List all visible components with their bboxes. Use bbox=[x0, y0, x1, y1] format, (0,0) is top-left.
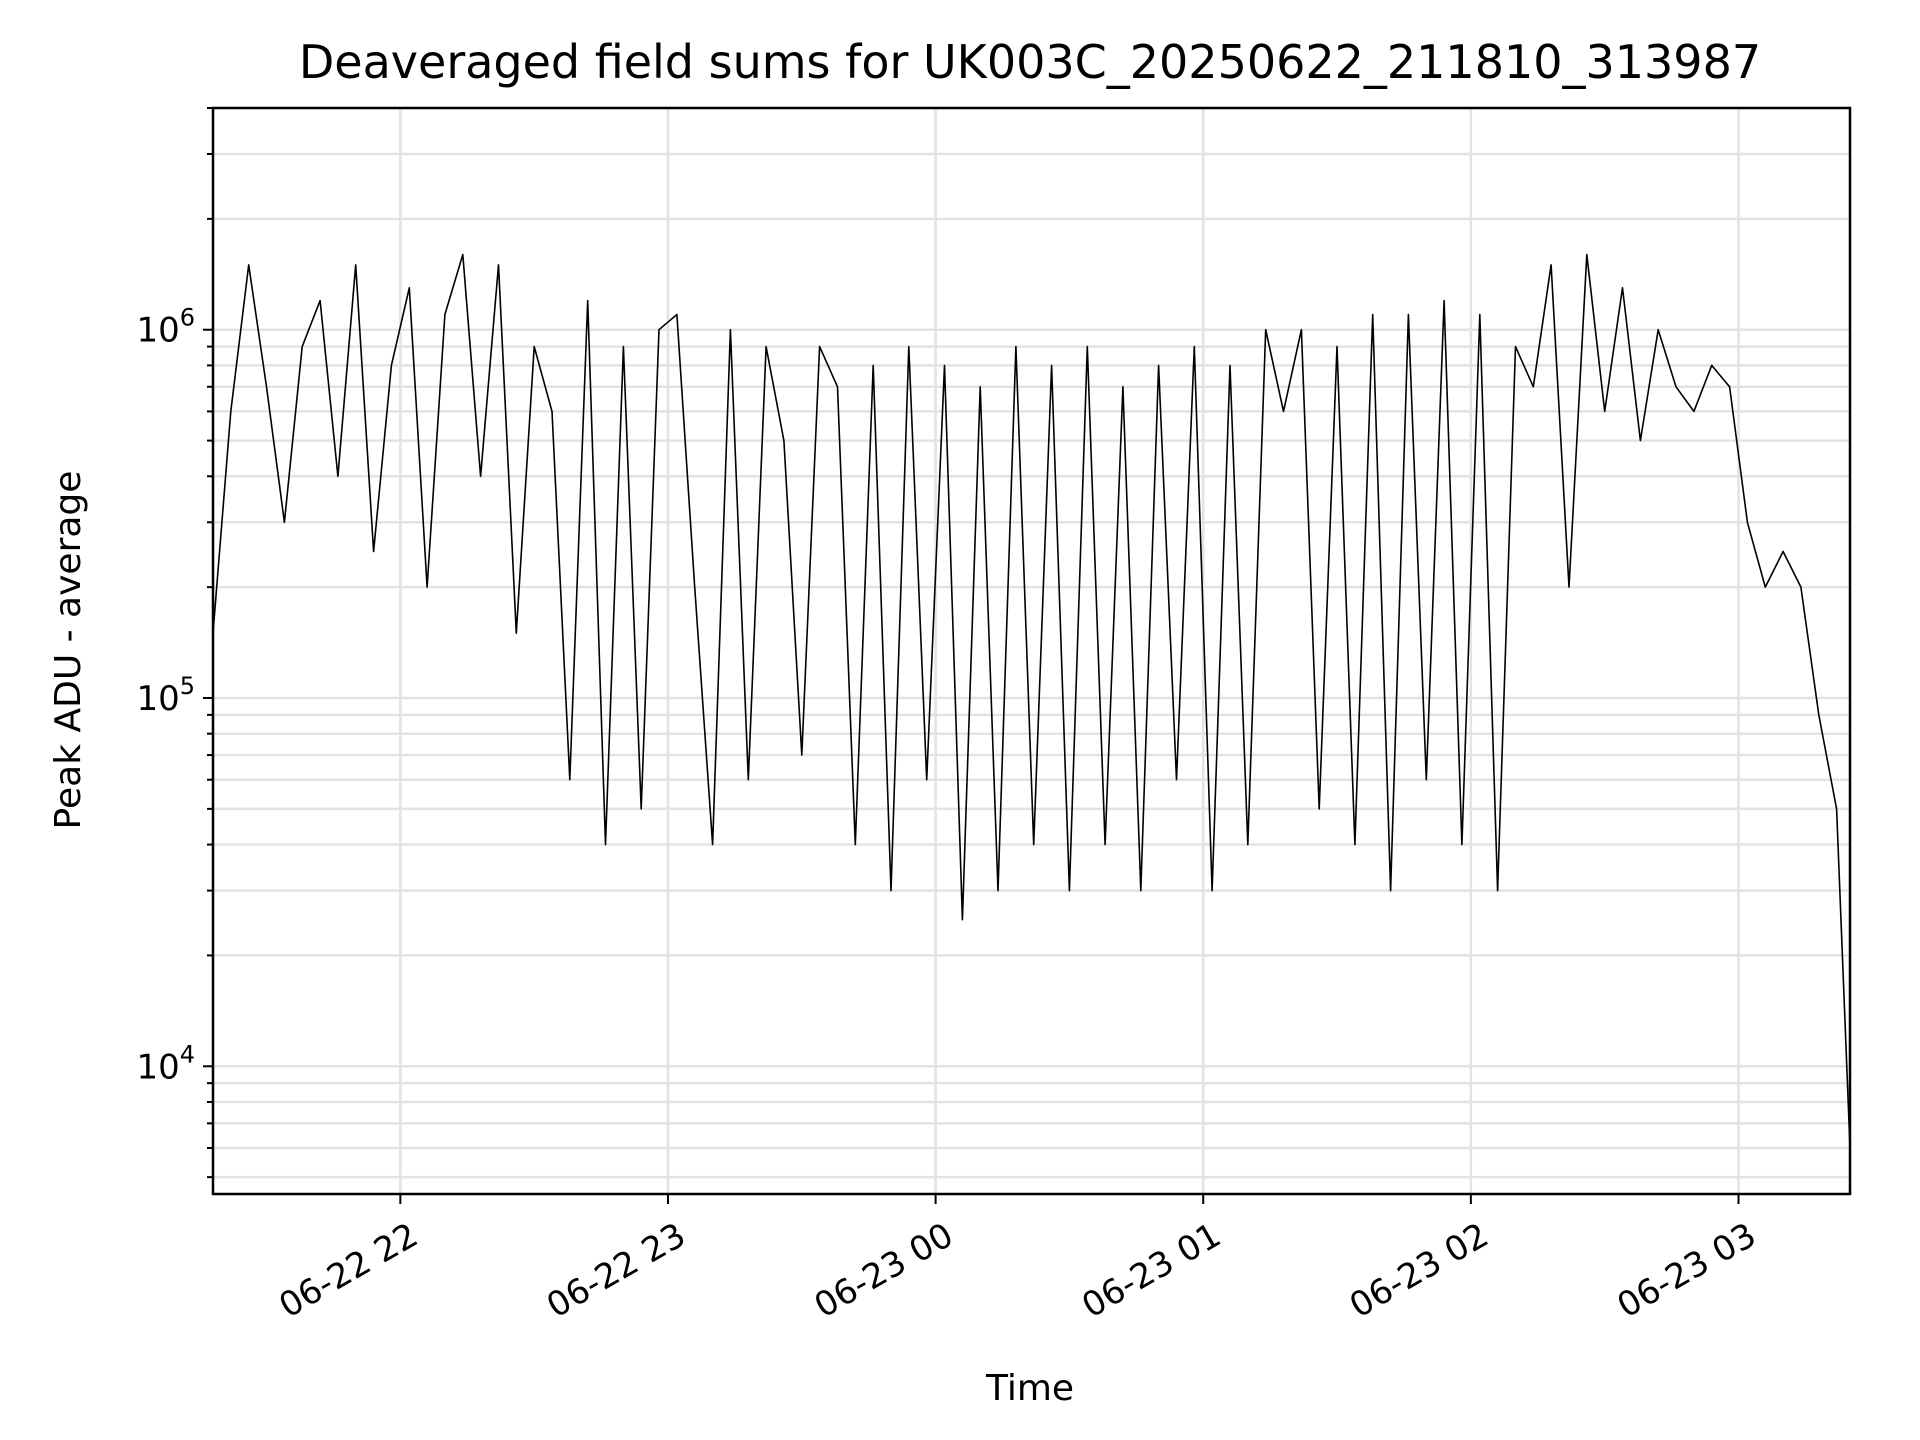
y-tick-label: 106 bbox=[136, 304, 195, 351]
y-tick-label-base: 10 bbox=[136, 1047, 179, 1087]
x-tick-label: 06-23 00 bbox=[808, 1215, 960, 1326]
x-gridlines bbox=[399, 108, 1740, 1194]
y-tick-label-exponent: 6 bbox=[180, 304, 195, 332]
y-tick-label: 104 bbox=[136, 1040, 195, 1087]
series-line bbox=[212, 253, 1851, 1149]
y-tick-label-base: 10 bbox=[136, 679, 179, 719]
x-axis-ticks: 06-22 22 06-22 23 06-23 00 06-23 01 06-23 02… bbox=[272, 1194, 1763, 1326]
series-layer bbox=[212, 253, 1851, 1149]
x-axis-label: Time bbox=[985, 1368, 1074, 1409]
y-tick-label: 105 bbox=[136, 672, 195, 719]
y-gridlines bbox=[213, 106, 1850, 1179]
y-tick-label-exponent: 5 bbox=[180, 672, 195, 700]
chart-title: Deaveraged field sums for UK003C_2025062… bbox=[299, 35, 1761, 89]
x-tick-label: 06-22 22 bbox=[272, 1215, 424, 1326]
x-tick-label: 06-23 01 bbox=[1075, 1215, 1227, 1326]
x-tick-label: 06-22 23 bbox=[540, 1215, 692, 1326]
x-tick-label: 06-23 02 bbox=[1343, 1215, 1495, 1326]
y-tick-label-exponent: 4 bbox=[180, 1040, 195, 1068]
y-tick-label-base: 10 bbox=[136, 311, 179, 351]
y-axis-label: Peak ADU - average bbox=[48, 471, 89, 830]
x-tick-label: 06-23 03 bbox=[1611, 1215, 1763, 1326]
plot-frame bbox=[211, 106, 1852, 1196]
